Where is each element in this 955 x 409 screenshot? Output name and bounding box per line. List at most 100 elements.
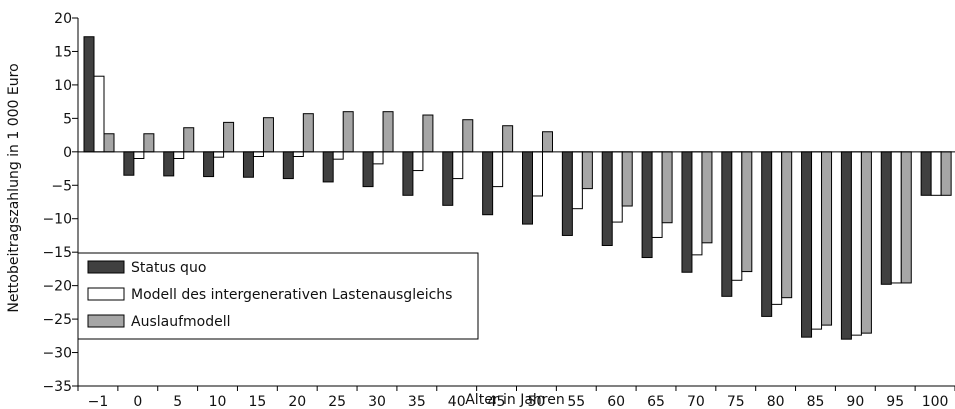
bar-modell-des-intergenerativen-lastenausgleichs-6 bbox=[332, 151, 344, 160]
bar-status-quo-0 bbox=[83, 36, 95, 153]
legend-box bbox=[77, 252, 479, 340]
bar-auslaufmodell-20 bbox=[900, 151, 912, 284]
y-axis-title: Nettobeitragszahlung in 1 000 Euro bbox=[6, 63, 22, 312]
bar-auslaufmodell-7 bbox=[382, 111, 394, 153]
bar-status-quo-10 bbox=[482, 151, 494, 216]
bar-auslaufmodell-17 bbox=[781, 151, 793, 299]
x-tick-label: −1 bbox=[88, 394, 109, 409]
legend-swatch-status-quo bbox=[87, 260, 125, 274]
bar-modell-des-intergenerativen-lastenausgleichs-10 bbox=[492, 151, 504, 188]
chart-bars bbox=[83, 36, 952, 340]
bar-status-quo-9 bbox=[442, 151, 454, 206]
legend-label-lastenausgleich: Modell des intergenerativen Lastenausgle… bbox=[131, 287, 452, 303]
y-tick-label: −25 bbox=[42, 312, 72, 328]
bar-auslaufmodell-13 bbox=[621, 151, 633, 207]
bar-modell-des-intergenerativen-lastenausgleichs-16 bbox=[731, 151, 743, 281]
x-tick-label: 5 bbox=[173, 394, 182, 409]
x-tick-label: 65 bbox=[647, 394, 665, 409]
bar-modell-des-intergenerativen-lastenausgleichs-14 bbox=[651, 151, 663, 238]
legend-swatch-auslaufmodell bbox=[87, 314, 125, 328]
x-tick-label: 70 bbox=[687, 394, 705, 409]
bar-auslaufmodell-9 bbox=[462, 119, 474, 153]
bar-status-quo-3 bbox=[203, 151, 215, 178]
x-tick-label: 100 bbox=[922, 394, 949, 409]
y-tick-label: −20 bbox=[42, 279, 72, 295]
bar-modell-des-intergenerativen-lastenausgleichs-20 bbox=[890, 151, 902, 284]
bar-status-quo-13 bbox=[601, 151, 613, 246]
bar-modell-des-intergenerativen-lastenausgleichs-12 bbox=[571, 151, 583, 210]
bar-status-quo-6 bbox=[322, 151, 334, 183]
y-tick-label: −15 bbox=[42, 245, 72, 261]
x-tick-label: 45 bbox=[488, 394, 506, 409]
bar-status-quo-8 bbox=[402, 151, 414, 196]
bar-auslaufmodell-12 bbox=[581, 151, 593, 190]
legend-label-auslaufmodell: Auslaufmodell bbox=[131, 314, 231, 330]
bar-status-quo-21 bbox=[920, 151, 932, 196]
y-tick-label: 0 bbox=[63, 145, 72, 161]
bar-auslaufmodell-2 bbox=[183, 127, 195, 153]
y-tick-label: −5 bbox=[51, 178, 72, 194]
bar-modell-des-intergenerativen-lastenausgleichs-3 bbox=[213, 151, 225, 158]
bar-auslaufmodell-14 bbox=[661, 151, 673, 224]
bar-modell-des-intergenerativen-lastenausgleichs-9 bbox=[452, 151, 464, 180]
bar-auslaufmodell-1 bbox=[143, 133, 155, 153]
bar-modell-des-intergenerativen-lastenausgleichs-2 bbox=[173, 151, 185, 160]
x-tick-label: 60 bbox=[607, 394, 625, 409]
y-tick-label: 15 bbox=[54, 44, 72, 60]
y-tick-label: −10 bbox=[42, 212, 72, 228]
bar-auslaufmodell-18 bbox=[821, 151, 833, 326]
bar-modell-des-intergenerativen-lastenausgleichs-19 bbox=[850, 151, 862, 336]
bar-status-quo-16 bbox=[721, 151, 733, 297]
legend-label-status-quo: Status quo bbox=[131, 260, 206, 276]
x-tick-label: 95 bbox=[886, 394, 904, 409]
chart-axes bbox=[72, 17, 955, 391]
bar-auslaufmodell-8 bbox=[422, 114, 434, 153]
bar-status-quo-1 bbox=[123, 151, 135, 176]
bar-status-quo-18 bbox=[801, 151, 813, 338]
x-tick-label: 0 bbox=[133, 394, 142, 409]
bar-auslaufmodell-6 bbox=[342, 111, 354, 153]
bar-auslaufmodell-16 bbox=[741, 151, 753, 273]
legend: Status quo Modell des intergenerativen L… bbox=[77, 252, 479, 340]
bar-auslaufmodell-19 bbox=[860, 151, 872, 334]
y-tick-label: 20 bbox=[54, 11, 72, 27]
x-tick-label: 20 bbox=[288, 394, 306, 409]
bar-modell-des-intergenerativen-lastenausgleichs-18 bbox=[811, 151, 823, 330]
bar-status-quo-17 bbox=[761, 151, 773, 317]
y-tick-label: 10 bbox=[54, 78, 72, 94]
bar-status-quo-20 bbox=[880, 151, 892, 285]
bar-modell-des-intergenerativen-lastenausgleichs-11 bbox=[532, 151, 543, 197]
bar-modell-des-intergenerativen-lastenausgleichs-7 bbox=[372, 151, 384, 165]
bar-modell-des-intergenerativen-lastenausgleichs-0 bbox=[93, 75, 105, 153]
x-tick-label: 15 bbox=[248, 394, 266, 409]
bar-modell-des-intergenerativen-lastenausgleichs-21 bbox=[930, 151, 942, 196]
bar-auslaufmodell-3 bbox=[223, 121, 235, 153]
x-tick-label: 75 bbox=[727, 394, 745, 409]
bar-status-quo-2 bbox=[163, 151, 175, 177]
y-axis-tick-labels: 20 15 10 5 0 −5 −10 −15 −20 −25 −30 −35 bbox=[42, 11, 72, 395]
bar-auslaufmodell-10 bbox=[502, 125, 514, 153]
y-tick-label: −35 bbox=[42, 379, 72, 395]
x-tick-label: 10 bbox=[209, 394, 227, 409]
bar-modell-des-intergenerativen-lastenausgleichs-5 bbox=[292, 151, 304, 158]
bar-modell-des-intergenerativen-lastenausgleichs-4 bbox=[252, 151, 264, 158]
bar-status-quo-5 bbox=[282, 151, 294, 180]
bar-modell-des-intergenerativen-lastenausgleichs-1 bbox=[133, 151, 145, 160]
bar-status-quo-7 bbox=[362, 151, 374, 188]
bar-modell-des-intergenerativen-lastenausgleichs-13 bbox=[611, 151, 623, 223]
bar-status-quo-14 bbox=[641, 151, 653, 259]
x-tick-label: 30 bbox=[368, 394, 386, 409]
bar-auslaufmodell-15 bbox=[701, 151, 713, 244]
bar-auslaufmodell-5 bbox=[302, 113, 314, 153]
bar-status-quo-15 bbox=[681, 151, 693, 273]
x-tick-label: 55 bbox=[567, 394, 585, 409]
bar-auslaufmodell-0 bbox=[103, 133, 115, 153]
bar-status-quo-4 bbox=[242, 151, 254, 178]
x-tick-label: 85 bbox=[807, 394, 825, 409]
bar-status-quo-12 bbox=[561, 151, 573, 236]
x-tick-label: 25 bbox=[328, 394, 346, 409]
bar-status-quo-19 bbox=[840, 151, 852, 340]
bar-auslaufmodell-11 bbox=[542, 131, 553, 153]
x-tick-label: 40 bbox=[448, 394, 466, 409]
